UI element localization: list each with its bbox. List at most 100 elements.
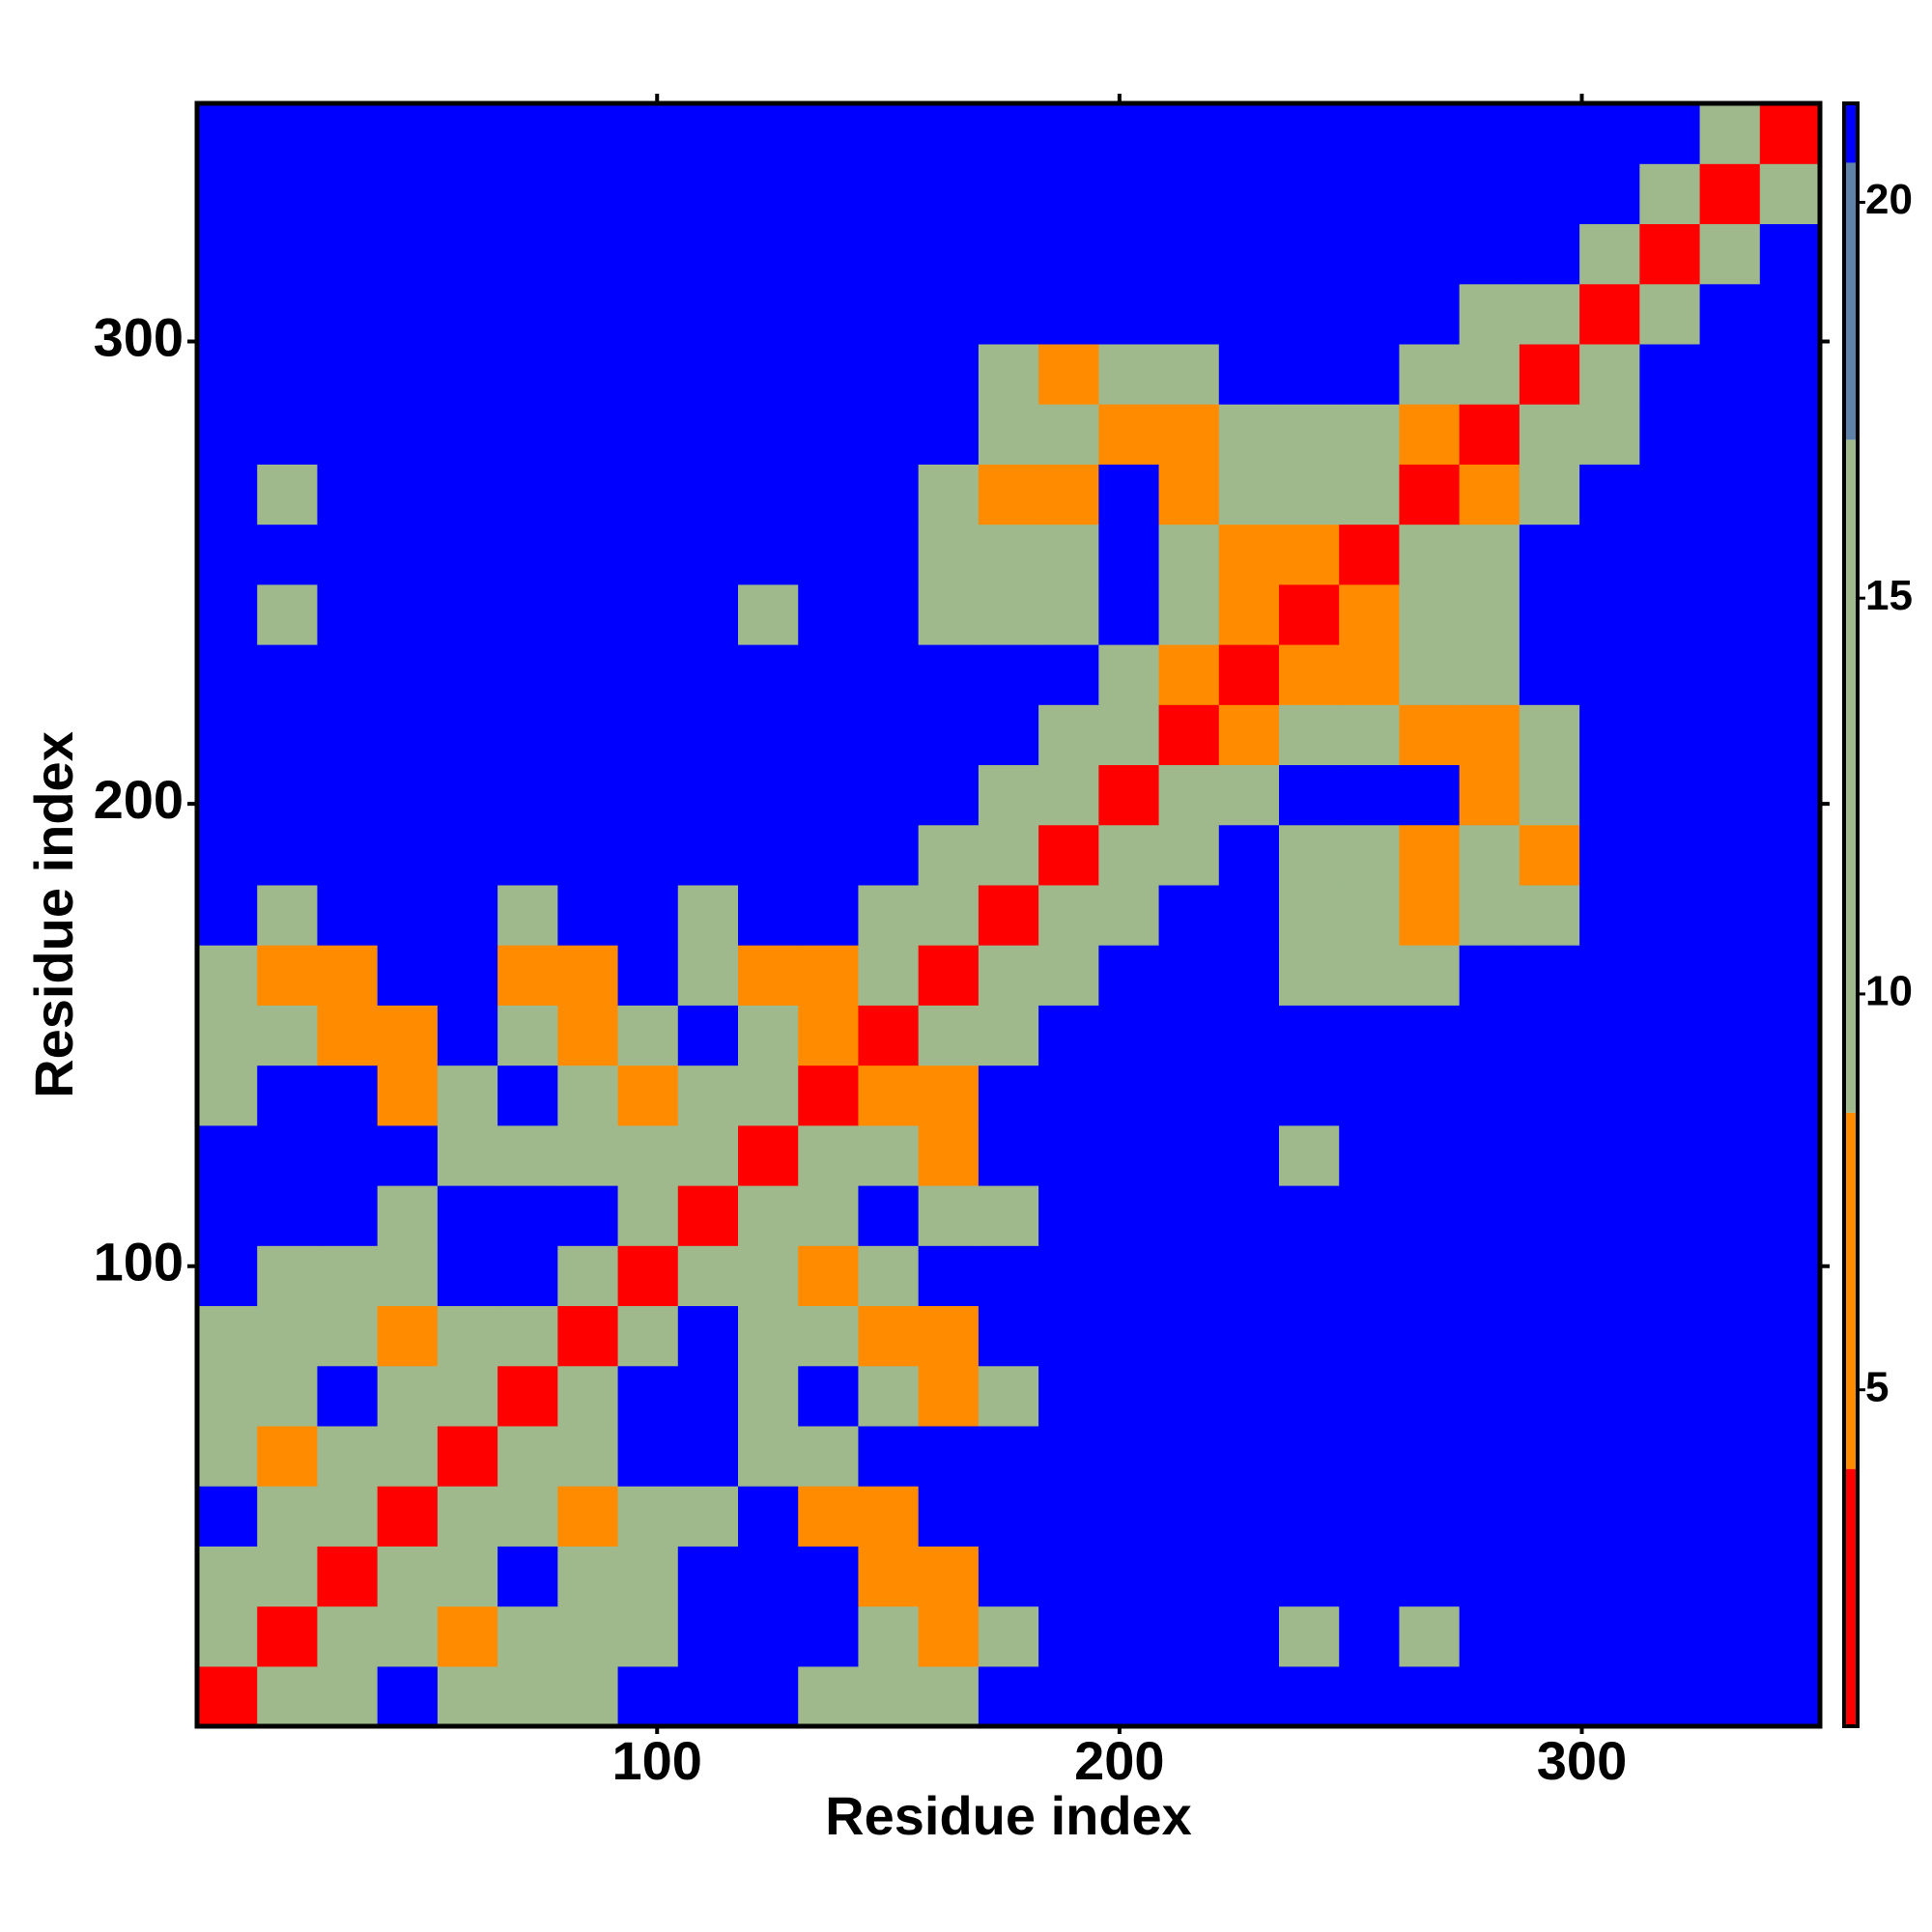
heatmap-cell [858,764,920,826]
heatmap-cell [1519,343,1580,405]
heatmap-cell [1519,1185,1580,1246]
heatmap-cell [557,1365,619,1427]
heatmap-cell [738,163,799,225]
heatmap-cell [437,343,498,405]
heatmap-cell [1459,343,1520,405]
heatmap-cell [1098,1305,1160,1367]
heatmap-cell [1519,1486,1580,1547]
heatmap-cell [1038,1546,1099,1607]
heatmap-cell [197,223,258,285]
heatmap-cell [437,644,498,705]
heatmap-cell [257,1425,319,1487]
heatmap-cell [1098,1365,1160,1427]
colorbar: 5 10 15 20 [1842,101,1913,1728]
heatmap-cell [1399,343,1461,405]
heatmap-cell [1399,1245,1461,1307]
heatmap-cell [1279,343,1340,405]
heatmap-cell [858,1185,920,1246]
heatmap-cell [497,824,558,886]
heatmap-cell [1579,824,1640,886]
heatmap-cell [858,283,920,345]
heatmap-cell [1339,163,1401,225]
heatmap-cell [557,1425,619,1487]
heatmap-cell [1279,583,1340,645]
heatmap-cell [978,524,1039,585]
heatmap-cell [918,1065,980,1126]
heatmap-cell [677,464,739,526]
heatmap-cell [1339,404,1401,465]
heatmap-cell [1399,1124,1461,1186]
y-axis-title: Residue index [23,731,84,1098]
heatmap-cell [557,283,619,345]
heatmap-cell [1279,1605,1340,1667]
colorbar-segment [1844,1468,1858,1726]
heatmap-cell [978,764,1039,826]
heatmap-cell [617,1185,679,1246]
heatmap-cell [1098,464,1160,526]
heatmap-cell [377,1486,439,1547]
heatmap-cell [1759,1305,1821,1367]
heatmap-cell [1579,103,1640,164]
heatmap-cell [557,644,619,705]
heatmap-cell [1339,223,1401,285]
heatmap-cell [1098,103,1160,164]
heatmap-cell [798,223,860,285]
heatmap-cell [257,1605,319,1667]
heatmap-cell [1218,583,1280,645]
heatmap-cell [1218,764,1280,826]
heatmap-cell [918,1124,980,1186]
heatmap-cell [1519,1005,1580,1066]
heatmap-cell [1759,343,1821,405]
heatmap-cell [497,1065,558,1126]
heatmap-cell [1699,704,1761,766]
heatmap-cell [1339,1486,1401,1547]
heatmap-cell [377,945,439,1006]
heatmap-cell [617,1486,679,1547]
heatmap-cell [377,644,439,705]
heatmap-cell [1098,404,1160,465]
heatmap-cell [677,223,739,285]
heatmap-cell [798,1005,860,1066]
heatmap-cell [557,1605,619,1667]
heatmap-cell [1579,1425,1640,1487]
heatmap-cell [1699,1245,1761,1307]
heatmap-cell [377,1245,439,1307]
heatmap-cell [377,103,439,164]
heatmap-cell [1519,1546,1580,1607]
heatmap-cell [1579,764,1640,826]
heatmap-cell [798,1124,860,1186]
heatmap-cell [1639,1546,1701,1607]
heatmap-cell [1579,1365,1640,1427]
heatmap-cell [1218,1305,1280,1367]
heatmap-cell [978,884,1039,946]
heatmap-cell [317,945,379,1006]
heatmap-cell [317,764,379,826]
colorbar-frame [1842,101,1860,1728]
heatmap-cell [858,1486,920,1547]
colorbar-segment [1844,1112,1858,1469]
heatmap-cell [1759,1546,1821,1607]
heatmap-cell [1399,283,1461,345]
heatmap-cell [1158,1185,1220,1246]
heatmap-cell [677,103,739,164]
heatmap-cell [557,163,619,225]
heatmap-cell [738,283,799,345]
heatmap-cell [1158,1124,1220,1186]
heatmap-cell [1158,1005,1220,1066]
heatmap-cell [1579,343,1640,405]
heatmap-cell [1098,644,1160,705]
heatmap-cell [497,1365,558,1427]
heatmap-cell [918,103,980,164]
heatmap-cell [738,1425,799,1487]
heatmap-cell [978,1605,1039,1667]
heatmap-cell [918,824,980,886]
heatmap-cell [1459,704,1520,766]
heatmap-cell [197,704,258,766]
heatmap-cell [1158,103,1220,164]
heatmap-cell [617,945,679,1006]
heatmap-cell [257,945,319,1006]
heatmap-cell [1519,524,1580,585]
heatmap-cell [918,524,980,585]
x-tick-label: 100 [612,1730,702,1791]
heatmap-cell [858,1245,920,1307]
